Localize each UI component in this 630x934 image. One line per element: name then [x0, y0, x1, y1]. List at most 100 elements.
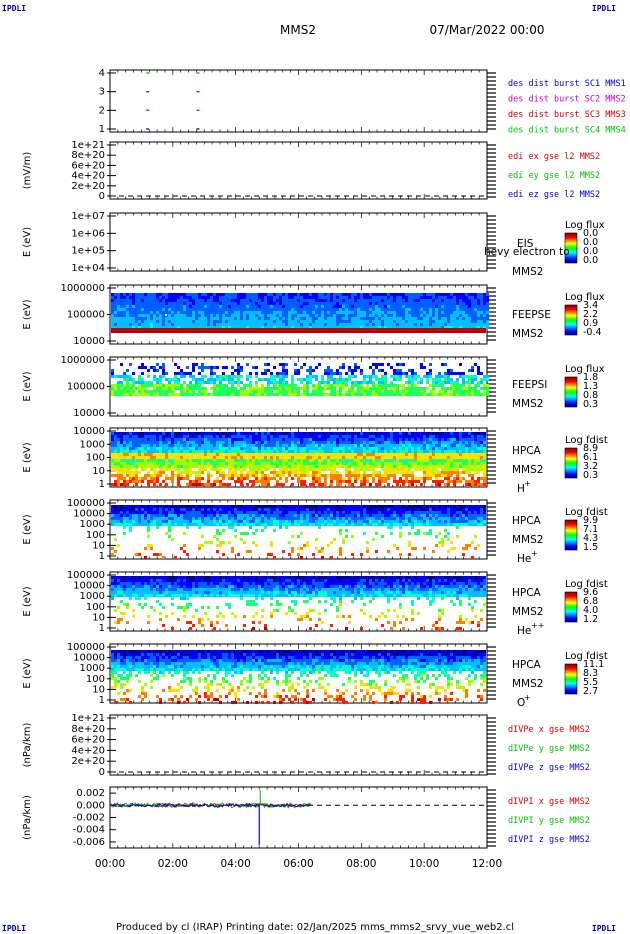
legend-entry: edi ey gse l2 MMS2	[508, 171, 600, 181]
colorbar-tick-label: 0.9	[583, 318, 598, 329]
y-tick-label: 1000	[80, 663, 105, 674]
colorbar-title: Log flux	[565, 220, 605, 231]
colorbar-tick-label: 0.0	[583, 237, 598, 248]
spacecraft-label: MMS2	[512, 328, 543, 340]
y-axis-label: (mV/m)	[22, 152, 33, 190]
colorbar-tick-label: 7.1	[583, 524, 598, 535]
y-tick-label: 2	[99, 105, 105, 116]
colorbar-tick-label: 0.0	[583, 255, 598, 266]
colorbar	[564, 591, 578, 623]
colorbar-tick-label: 11.1	[583, 659, 604, 670]
y-axis-label: E (eV)	[22, 442, 33, 472]
legend-entry: dIVPe z gse MMS2	[508, 763, 590, 773]
y-tick-label: 0	[99, 767, 105, 778]
hpca_o-spectrogram	[111, 650, 486, 704]
species-label: H	[517, 483, 525, 495]
date-title: 07/Mar/2022 00:00	[430, 23, 545, 37]
colorbar-tick-label: 2.7	[583, 686, 598, 697]
mission-title: MMS2	[280, 23, 316, 37]
colorbar-tick-label: 8.9	[583, 443, 598, 454]
species-charge: ++	[531, 621, 544, 630]
spacecraft-label: MMS2	[512, 464, 543, 476]
y-tick-label: 100000	[67, 570, 105, 581]
species-label: O	[517, 697, 525, 709]
colorbar-tick-label: 6.1	[583, 452, 598, 463]
y-tick-label: 1000	[80, 519, 105, 530]
species-label: He	[517, 553, 531, 565]
y-tick-label: 100000	[67, 642, 105, 653]
y-tick-label: 10	[92, 612, 105, 623]
colorbar	[564, 304, 578, 336]
instrument-label: HPCA	[512, 445, 542, 457]
y-tick-label: 4e+20	[71, 171, 105, 182]
colorbar-title: Log fdist	[565, 579, 608, 590]
legend-entry: des dist burst SC4 MMS4	[508, 126, 626, 136]
colorbar-title: Log flux	[565, 292, 605, 303]
colorbar-tick-label: 0.8	[583, 390, 598, 401]
legend-entry: des dist burst SC3 MMS3	[508, 110, 626, 120]
legend-entry: dIVPe x gse MMS2	[508, 725, 590, 735]
colorbar	[564, 519, 578, 551]
colorbar-tick-label: 0.0	[583, 246, 598, 257]
y-tick-label: 0.000	[76, 800, 105, 811]
y-tick-label: 10000	[73, 426, 105, 437]
y-axis-label: E (eV)	[22, 371, 33, 401]
y-tick-label: 4e+20	[71, 745, 105, 756]
colorbar-tick-label: 9.9	[583, 515, 598, 526]
instrument-label: EIS	[517, 238, 534, 250]
y-tick-label: 10000	[73, 581, 105, 592]
y-tick-label: 6e+20	[71, 735, 105, 746]
colorbar	[564, 447, 578, 479]
colorbar-tick-label: 2.2	[583, 309, 598, 320]
y-tick-label: 6e+20	[71, 160, 105, 171]
colorbar-title: Log flux	[565, 364, 605, 375]
colorbar-title: Log fdist	[565, 435, 608, 446]
colorbar-title: Log fdist	[565, 651, 608, 662]
spacecraft-label: MMS2	[512, 678, 543, 690]
colorbar-tick-label: 9.6	[583, 587, 598, 598]
hpca_h-spectrogram	[111, 432, 486, 486]
colorbar-tick-label: 0.3	[583, 399, 598, 410]
legend-entry: dIVPI y gse MMS2	[508, 816, 590, 826]
y-tick-label: 1e+21	[71, 140, 105, 151]
colorbar-tick-label: -0.4	[583, 327, 602, 338]
colorbar-tick-label: 1.5	[583, 542, 598, 553]
y-tick-label: 100	[86, 674, 105, 685]
y-tick-label: 1	[99, 479, 105, 490]
y-tick-label: 1	[99, 623, 105, 634]
x-tick-label: 08:00	[346, 858, 376, 870]
x-tick-label: 12:00	[472, 858, 502, 870]
y-axis-label: E (eV)	[22, 514, 33, 544]
y-tick-label: 10000	[73, 408, 105, 419]
instrument-label: HPCA	[512, 587, 542, 599]
divpi-series-z	[109, 802, 311, 808]
corner-label-top-right: IPDLI	[591, 4, 616, 13]
y-tick-label: 1e+05	[71, 246, 105, 257]
y-axis-label: (nPa/km)	[22, 723, 33, 768]
y-tick-label: 1e+21	[71, 713, 105, 724]
y-tick-label: 1e+04	[71, 263, 105, 274]
colorbar-title: Log fdist	[565, 507, 608, 518]
spacecraft-label: MMS2	[512, 266, 543, 278]
colorbar-tick-label: 8.3	[583, 668, 598, 679]
legend-entry: edi ez gse l2 MMS2	[508, 190, 600, 200]
colorbar-tick-label: 3.2	[583, 461, 598, 472]
y-axis-label: E (eV)	[22, 227, 33, 257]
corner-label-bottom-right: IPDLI	[591, 924, 616, 933]
colorbar-tick-label: 5.5	[583, 677, 598, 688]
y-axis-label: E (eV)	[22, 299, 33, 329]
colorbar-tick-label: 3.4	[583, 300, 598, 311]
colorbar-tick-label: 4.0	[583, 605, 598, 616]
species-charge: +	[524, 693, 531, 702]
panel-frame-edi	[109, 141, 488, 200]
y-axis-label: E (eV)	[22, 586, 33, 616]
instrument-label: FEEPSI	[512, 379, 547, 391]
y-tick-label: 1	[99, 551, 105, 562]
y-tick-label: 10	[92, 684, 105, 695]
panel-frame-divpe	[109, 714, 488, 776]
y-tick-label: 100	[86, 453, 105, 464]
legend-entry: dIVPI z gse MMS2	[508, 835, 590, 845]
x-tick-label: 10:00	[409, 858, 439, 870]
colorbar	[564, 232, 578, 264]
